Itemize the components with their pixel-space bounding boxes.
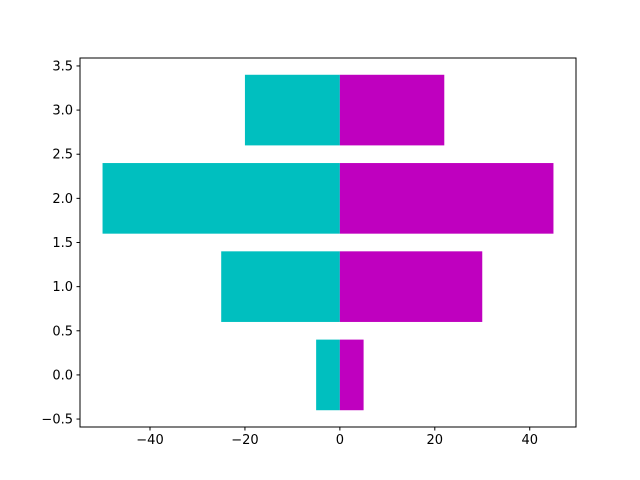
y-tick-label: 2.0: [52, 192, 73, 207]
x-tick-label: 0: [336, 433, 344, 448]
bar: [339, 251, 483, 322]
y-tick-label: 3.0: [52, 104, 73, 119]
bar: [339, 163, 554, 234]
x-tick-label: 40: [521, 433, 538, 448]
bar: [339, 339, 364, 411]
bar: [339, 74, 445, 146]
bar: [244, 74, 340, 146]
y-tick-label: 2.5: [52, 148, 73, 163]
y-tick-label: 1.0: [52, 280, 73, 295]
y-tick-label: 0.5: [52, 324, 73, 339]
bar: [102, 163, 340, 234]
x-tick-label: −20: [231, 433, 258, 448]
y-tick-label: 0.0: [52, 368, 73, 383]
bar: [221, 251, 340, 322]
x-tick-label: −40: [136, 433, 163, 448]
x-tick-label: 20: [427, 433, 444, 448]
y-tick-label: 3.5: [52, 59, 73, 74]
y-tick-label: −0.5: [41, 413, 73, 428]
y-tick-label: 1.5: [52, 236, 73, 251]
bar: [316, 339, 340, 411]
